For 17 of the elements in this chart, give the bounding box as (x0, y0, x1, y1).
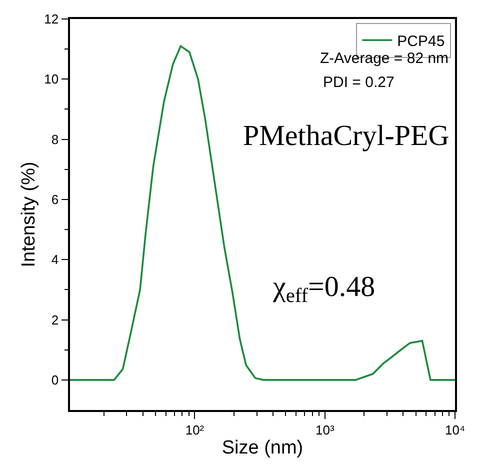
y-tick-label: 10 (44, 72, 59, 87)
y-axis-title: Intensity (%) (18, 162, 40, 268)
x-axis-title: Size (nm) (222, 438, 304, 459)
y-tick-label: 4 (51, 252, 59, 268)
y-tick-label: 12 (44, 12, 59, 27)
y-tick-label: 2 (51, 312, 59, 328)
annotation: PMethaCryl-PEG (243, 120, 450, 152)
y-tick-label: 0 (51, 372, 59, 388)
x-tick-label: 10³ (315, 422, 335, 438)
annotation: Z-Average = 82 nm (320, 50, 449, 67)
y-tick-label: 8 (51, 132, 59, 147)
x-tick-label: 10⁴ (444, 422, 466, 438)
annotation: PDI = 0.27 (323, 74, 394, 91)
legend-label: PCP45 (397, 33, 445, 50)
y-tick-label: 6 (51, 192, 59, 208)
x-tick-label: 10² (185, 422, 205, 438)
annotation: χ$_{eff}$=0.48 (272, 271, 376, 308)
